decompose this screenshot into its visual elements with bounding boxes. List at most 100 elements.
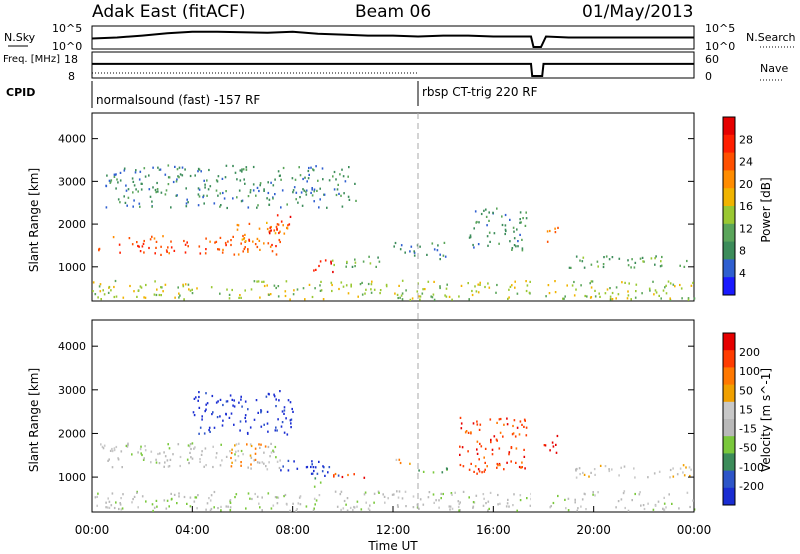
data-cell: [319, 260, 322, 263]
data-cell: [665, 284, 667, 287]
colorbar-tick-label: 50: [739, 384, 753, 397]
data-cell: [468, 298, 470, 301]
data-cell: [549, 449, 551, 452]
data-cell: [205, 464, 207, 467]
data-cell: [125, 444, 128, 447]
data-cell: [217, 175, 220, 178]
data-cell: [150, 461, 152, 464]
data-cell: [397, 496, 400, 499]
data-cell: [461, 446, 464, 449]
data-cell: [188, 461, 190, 465]
data-cell: [194, 446, 196, 449]
data-cell: [449, 508, 451, 511]
data-cell: [137, 244, 139, 248]
data-cell: [405, 505, 407, 508]
data-cell: [471, 289, 473, 293]
data-cell: [442, 254, 445, 257]
data-cell: [256, 495, 259, 498]
data-cell: [260, 425, 263, 428]
data-cell: [413, 251, 416, 254]
data-gap: [530, 114, 544, 300]
colorbar-tick-label: -200: [739, 480, 764, 493]
data-cell: [169, 458, 172, 461]
data-cell: [242, 453, 244, 456]
data-cell: [152, 166, 154, 169]
data-cell: [370, 291, 373, 294]
data-cell: [259, 184, 261, 187]
data-cell: [150, 450, 153, 453]
data-cell: [131, 453, 133, 456]
data-cell: [401, 298, 404, 301]
data-cell: [409, 298, 412, 301]
data-cell: [155, 458, 157, 461]
data-cell: [108, 500, 111, 503]
data-cell: [427, 280, 430, 283]
data-cell: [472, 501, 475, 504]
data-cell: [191, 292, 194, 295]
data-cell: [113, 295, 116, 299]
data-cell: [313, 469, 315, 473]
data-cell: [383, 495, 386, 498]
data-cell: [225, 455, 228, 458]
data-cell: [160, 245, 162, 248]
data-cell: [119, 201, 121, 204]
data-cell: [511, 248, 513, 251]
data-cell: [589, 282, 591, 285]
data-cell: [349, 506, 352, 509]
data-cell: [198, 395, 200, 399]
data-cell: [338, 192, 340, 195]
data-cell: [286, 227, 289, 230]
data-cell: [442, 492, 444, 496]
data-cell: [282, 465, 284, 468]
data-cell: [516, 426, 519, 429]
data-cell: [319, 289, 322, 292]
data-cell: [497, 503, 499, 506]
data-cell: [175, 194, 178, 197]
data-cell: [166, 459, 169, 462]
data-cell: [351, 265, 354, 268]
data-cell: [156, 181, 158, 185]
data-cell: [236, 178, 238, 181]
data-cell: [331, 289, 333, 293]
data-cell: [459, 463, 462, 467]
data-cell: [683, 265, 686, 268]
data-cell: [199, 426, 202, 429]
data-cell: [604, 292, 607, 295]
data-cell: [257, 204, 259, 207]
data-cell: [122, 296, 125, 299]
data-cell: [289, 419, 292, 422]
data-cell: [229, 394, 232, 397]
data-cell: [157, 166, 159, 169]
data-cell: [347, 195, 350, 198]
data-cell: [113, 175, 116, 178]
data-cell: [244, 416, 246, 420]
data-cell: [575, 468, 577, 471]
data-cell: [499, 502, 501, 505]
data-cell: [232, 164, 234, 168]
data-cell: [105, 206, 108, 209]
data-cell: [686, 259, 688, 263]
data-cell: [276, 214, 279, 217]
data-cell: [115, 173, 117, 176]
data-cell: [139, 170, 142, 173]
data-cell: [385, 285, 388, 288]
data-cell: [331, 259, 334, 262]
data-cell: [153, 293, 156, 296]
data-cell: [310, 465, 312, 469]
ytick-label: 1000: [58, 261, 86, 274]
data-cell: [487, 282, 489, 285]
data-cell: [198, 406, 201, 409]
data-cell: [244, 182, 246, 185]
data-cell: [440, 497, 442, 500]
data-cell: [236, 223, 239, 227]
data-cell: [123, 169, 126, 172]
data-cell: [240, 398, 242, 401]
data-cell: [120, 508, 123, 511]
data-cell: [333, 475, 335, 478]
data-cell: [507, 297, 509, 300]
ytick-label: 2000: [58, 427, 86, 440]
time-xlabel: Time UT: [367, 539, 418, 553]
data-cell: [311, 460, 313, 463]
data-cell: [220, 443, 222, 446]
data-cell: [648, 287, 651, 290]
